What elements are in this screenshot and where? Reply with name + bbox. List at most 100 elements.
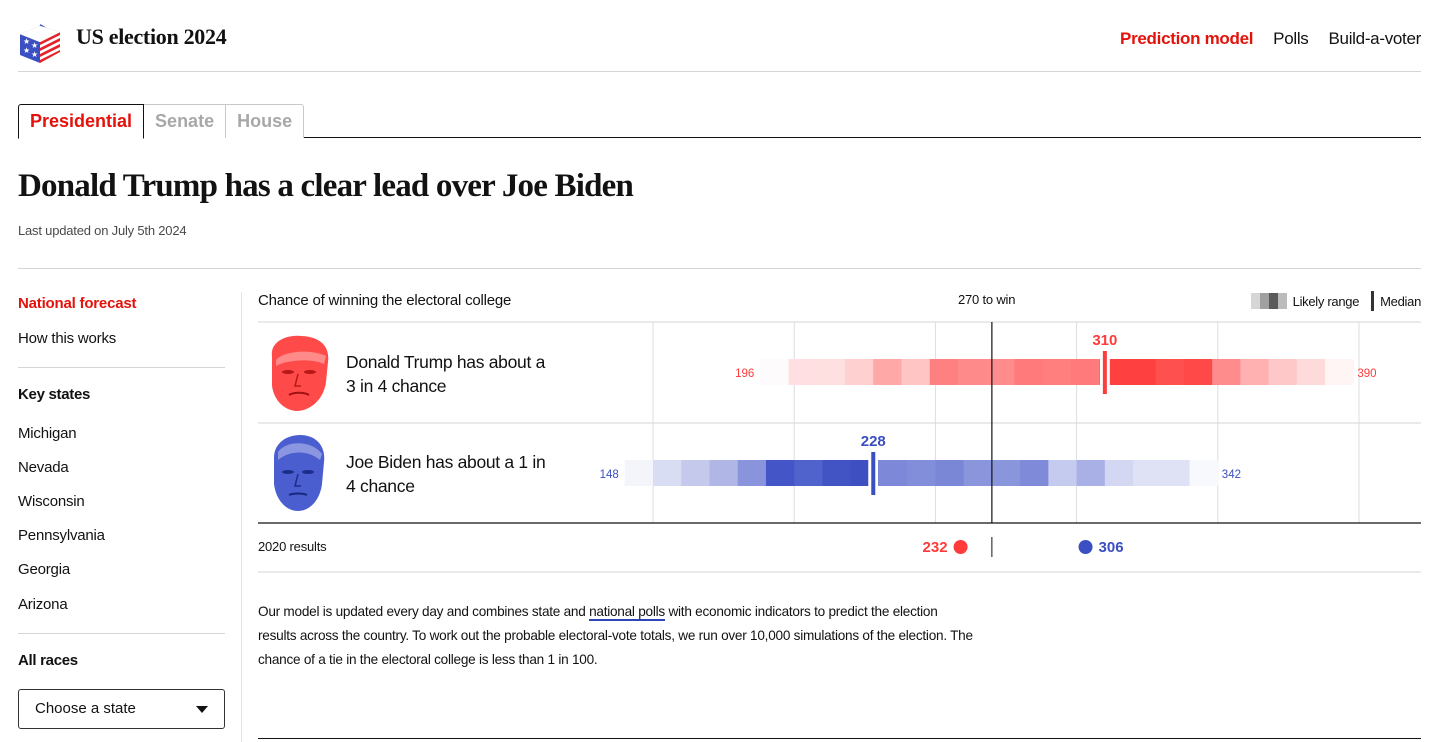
trump-portrait-icon: [271, 335, 329, 411]
biden-bin: [907, 460, 936, 486]
candidate-row-biden: Joe Biden has about a 1 in 4 chance: [258, 423, 648, 523]
trump-bin: [816, 359, 846, 385]
biden-bin: [737, 460, 767, 486]
biden-2020-value: 306: [1099, 539, 1124, 556]
biden-bin: [709, 460, 739, 486]
trump-2020-dot: [953, 540, 968, 554]
trump-low-label: 196: [735, 368, 754, 380]
biden-2020-dot: [1078, 540, 1093, 554]
trump-median-label: 310: [1092, 332, 1117, 349]
biden-bin: [822, 460, 852, 486]
biden-bin: [1020, 460, 1049, 486]
trump-bin: [1183, 359, 1213, 385]
trump-bin: [929, 359, 959, 385]
sidebar-divider-vertical: [241, 292, 242, 742]
divider: [18, 268, 1421, 269]
trump-chance-text: Donald Trump has about a 3 in 4 chance: [346, 352, 546, 396]
trump-bin: [1155, 359, 1185, 385]
biden-bin: [765, 460, 795, 486]
biden-bin: [1189, 460, 1219, 486]
key-states-heading: Key states: [18, 386, 91, 403]
trump-bin: [788, 359, 818, 385]
model-description: Our model is updated every day and combi…: [258, 604, 973, 667]
state-select-value: Choose a state: [35, 700, 136, 717]
svg-text:★: ★: [31, 50, 38, 59]
biden-bin: [624, 460, 654, 486]
trump-bin: [901, 359, 931, 385]
biden-bin: [653, 460, 682, 486]
top-bar: ★ ★ ★ ★ US election 2024 Prediction mode…: [18, 0, 1421, 72]
biden-bin: [1076, 460, 1106, 486]
biden-median-mark: [871, 452, 876, 495]
median-swatch: [1371, 291, 1375, 311]
tab-house[interactable]: House: [225, 104, 305, 138]
legend-median: Median: [1380, 293, 1421, 309]
biden-bin: [1104, 460, 1134, 486]
biden-bin: [878, 460, 908, 486]
trump-bin: [1296, 359, 1326, 385]
page-title: Donald Trump has a clear lead over Joe B…: [18, 168, 634, 204]
chart-legend: Likely range Median: [1250, 291, 1421, 311]
biden-bin: [681, 460, 710, 486]
results-2020-label: 2020 results: [258, 539, 327, 554]
biden-bin: [963, 460, 993, 486]
trump-bin: [1070, 359, 1100, 385]
svg-text:★: ★: [23, 46, 30, 55]
biden-bin: [1161, 460, 1191, 486]
race-tabs: Presidential Senate House: [18, 104, 1421, 139]
trump-bin: [873, 359, 903, 385]
trump-bin: [957, 359, 987, 385]
trump-bin: [1042, 359, 1072, 385]
biden-portrait-icon: [274, 435, 325, 511]
nav-build-a-voter[interactable]: Build-a-voter: [1328, 29, 1422, 48]
sidebar-item-arizona[interactable]: Arizona: [18, 596, 68, 613]
trump-bin: [845, 359, 874, 385]
trump-median-mark: [1102, 351, 1107, 394]
trump-high-label: 390: [1357, 368, 1376, 380]
trump-bin: [1325, 359, 1354, 385]
biden-bin: [794, 460, 823, 486]
ballot-box-flag-icon[interactable]: ★ ★ ★ ★: [18, 22, 62, 64]
chart-title: Chance of winning the electoral college: [258, 292, 512, 309]
trump-bin: [1014, 359, 1044, 385]
biden-bin: [935, 460, 965, 486]
biden-median-label: 228: [861, 433, 886, 450]
sidebar-item-how-this-works[interactable]: How this works: [18, 330, 117, 347]
all-races-heading: All races: [18, 652, 78, 669]
tab-presidential[interactable]: Presidential: [18, 104, 145, 139]
sidebar-item-national-forecast[interactable]: National forecast: [18, 295, 137, 312]
divider: [258, 738, 1421, 739]
state-select[interactable]: Choose a state: [18, 689, 225, 729]
sidebar-divider: [18, 633, 225, 634]
biden-high-label: 342: [1222, 469, 1241, 481]
nav-prediction-model[interactable]: Prediction model: [1120, 29, 1254, 48]
legend-likely-range: Likely range: [1292, 293, 1360, 309]
trump-bin: [986, 359, 1015, 385]
trump-bin: [1268, 359, 1298, 385]
sidebar-item-michigan[interactable]: Michigan: [18, 425, 77, 442]
caret-down-icon: [196, 706, 208, 713]
trump-2020-value: 232: [923, 539, 948, 556]
biden-bin: [991, 460, 1021, 486]
trump-bin: [1212, 359, 1241, 385]
sidebar-item-pennsylvania[interactable]: Pennsylvania: [18, 527, 105, 544]
last-updated: Last updated on July 5th 2024: [18, 223, 187, 238]
nav-polls[interactable]: Polls: [1273, 29, 1309, 48]
sidebar-item-wisconsin[interactable]: Wisconsin: [18, 493, 85, 510]
sidebar-divider: [18, 367, 225, 368]
svg-text:★: ★: [31, 41, 38, 50]
threshold-label: 270 to win: [958, 292, 1016, 307]
likely-range-swatch: [1250, 293, 1287, 309]
candidate-row-trump: Donald Trump has about a 3 in 4 chance: [258, 323, 648, 423]
trump-bin: [1127, 359, 1157, 385]
national-polls-link[interactable]: national polls: [589, 604, 665, 621]
sidebar-item-nevada[interactable]: Nevada: [18, 459, 69, 476]
sidebar-item-georgia[interactable]: Georgia: [18, 561, 70, 578]
biden-low-label: 148: [600, 469, 619, 481]
site-title[interactable]: US election 2024: [76, 24, 227, 49]
svg-text:★: ★: [23, 37, 30, 46]
top-nav: Prediction model Polls Build-a-voter: [1120, 29, 1421, 49]
trump-bin: [1240, 359, 1270, 385]
trump-bin: [760, 359, 790, 385]
